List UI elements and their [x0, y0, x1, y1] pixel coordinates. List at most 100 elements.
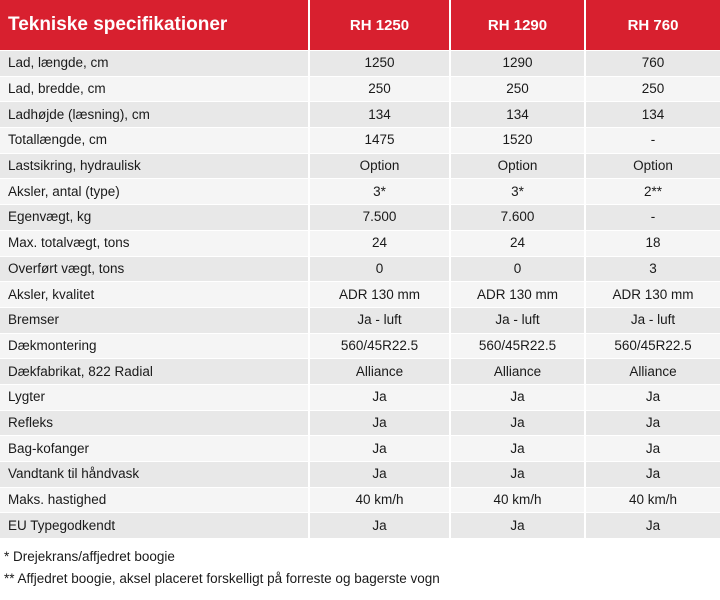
row-label: Dækmontering [0, 332, 308, 359]
row-label: Overført vægt, tons [0, 255, 308, 282]
cell-value: 134 [308, 101, 449, 128]
table-row: Ladhøjde (læsning), cm 134 134 134 [0, 101, 720, 128]
row-label: Bag-kofanger [0, 435, 308, 461]
table-row: Max. totalvægt, tons 24 24 18 [0, 229, 720, 256]
cell-value: 0 [308, 255, 449, 282]
row-label: Totallængde, cm [0, 127, 308, 153]
table-row: Bremser Ja - luft Ja - luft Ja - luft [0, 306, 720, 333]
table-row: Lygter Ja Ja Ja [0, 383, 720, 410]
row-label: Lygter [0, 383, 308, 410]
footnote: ** Affjedret boogie, aksel placeret fors… [4, 571, 440, 586]
row-label: Max. totalvægt, tons [0, 229, 308, 256]
cell-value: Ja - luft [308, 306, 449, 333]
cell-value: Option [584, 152, 720, 179]
footnote: * Drejekrans/affjedret boogie [4, 549, 175, 564]
table-row: Lad, længde, cm 1250 1290 760 [0, 50, 720, 76]
cell-value: 18 [584, 229, 720, 256]
table-row: Aksler, kvalitet ADR 130 mm ADR 130 mm ADR … [0, 281, 720, 307]
cell-value: 7.600 [449, 204, 584, 230]
row-label: Lad, længde, cm [0, 50, 308, 76]
table-row: Lad, bredde, cm 250 250 250 [0, 75, 720, 102]
table-row: Lastsikring, hydraulisk Option Option Optio… [0, 152, 720, 179]
row-label: EU Typegodkendt [0, 512, 308, 539]
table-header-row: Tekniske specifikationer RH 1250 RH 1290… [0, 0, 720, 50]
cell-value: 24 [308, 229, 449, 256]
table-row: EU Typegodkendt Ja Ja Ja [0, 512, 720, 539]
table-row: Vandtank til håndvask Ja Ja Ja [0, 461, 720, 487]
cell-value: 24 [449, 229, 584, 256]
cell-value: 250 [449, 75, 584, 102]
cell-value: 560/45R22.5 [449, 332, 584, 359]
cell-value: Ja [449, 383, 584, 410]
table-row: Egenvægt, kg 7.500 7.600- [0, 204, 720, 230]
cell-value: 760 [584, 50, 720, 76]
row-label: Vandtank til håndvask [0, 461, 308, 487]
cell-value: ADR 130 mm [449, 281, 584, 307]
cell-value: - [584, 204, 720, 230]
table-row: Overført vægt, tons 0 0 3 [0, 255, 720, 282]
row-label: Refleks [0, 409, 308, 436]
row-label: Aksler, kvalitet [0, 281, 308, 307]
cell-value: 134 [584, 101, 720, 128]
spec-table: Tekniske specifikationer RH 1250 RH 1290… [0, 0, 720, 539]
cell-value: Ja [449, 435, 584, 461]
cell-value: Ja [584, 435, 720, 461]
row-label: Lastsikring, hydraulisk [0, 152, 308, 179]
cell-value: 40 km/h [308, 486, 449, 513]
row-label: Maks. hastighed [0, 486, 308, 513]
cell-value: 2** [584, 178, 720, 205]
cell-value: 250 [584, 75, 720, 102]
cell-value: 3 [584, 255, 720, 282]
cell-value: 560/45R22.5 [308, 332, 449, 359]
table-row: Refleks Ja Ja Ja [0, 409, 720, 436]
cell-value: 40 km/h [584, 486, 720, 513]
cell-value: Alliance [584, 358, 720, 384]
row-label: Bremser [0, 306, 308, 333]
cell-value: Ja - luft [584, 306, 720, 333]
cell-value: ADR 130 mm [308, 281, 449, 307]
cell-value: Ja [449, 512, 584, 539]
cell-value: Ja [308, 512, 449, 539]
cell-value: Option [449, 152, 584, 179]
cell-value: 1520 [449, 127, 584, 153]
cell-value: 7.500 [308, 204, 449, 230]
cell-value: Ja [449, 461, 584, 487]
model-header: RH 1250 [308, 0, 449, 50]
cell-value: Alliance [308, 358, 449, 384]
table-body: Lad, længde, cm 1250 1290 760 Lad, bredde, c… [0, 50, 720, 539]
cell-value: - [584, 127, 720, 153]
cell-value: 134 [449, 101, 584, 128]
cell-value: 1290 [449, 50, 584, 76]
cell-value: Ja - luft [449, 306, 584, 333]
cell-value: Ja [449, 409, 584, 436]
row-label: Lad, bredde, cm [0, 75, 308, 102]
cell-value: Ja [584, 461, 720, 487]
cell-value: Ja [308, 383, 449, 410]
cell-value: 0 [449, 255, 584, 282]
cell-value: Ja [308, 461, 449, 487]
cell-value: 1475 [308, 127, 449, 153]
cell-value: 1250 [308, 50, 449, 76]
table-row: Aksler, antal (type) 3* 3* 2** [0, 178, 720, 205]
cell-value: Ja [308, 435, 449, 461]
model-header: RH 760 [584, 0, 720, 50]
cell-value: Option [308, 152, 449, 179]
row-label: Dækfabrikat, 822 Radial [0, 358, 308, 384]
cell-value: Alliance [449, 358, 584, 384]
footnotes: * Drejekrans/affjedret boogie ** Affjedr… [4, 546, 440, 590]
cell-value: ADR 130 mm [584, 281, 720, 307]
row-label: Aksler, antal (type) [0, 178, 308, 205]
cell-value: Ja [584, 512, 720, 539]
row-label: Ladhøjde (læsning), cm [0, 101, 308, 128]
table-row: Bag-kofanger Ja Ja Ja [0, 435, 720, 461]
cell-value: Ja [584, 409, 720, 436]
cell-value: Ja [308, 409, 449, 436]
table-row: Totallængde, cm 1475 1520- [0, 127, 720, 153]
table-row: Maks. hastighed 40 km/h 40 km/h 40 km/h [0, 486, 720, 513]
row-label: Egenvægt, kg [0, 204, 308, 230]
table-row: Dækfabrikat, 822 Radial Alliance Alliance A… [0, 358, 720, 384]
cell-value: 40 km/h [449, 486, 584, 513]
table-title: Tekniske specifikationer [0, 0, 308, 50]
cell-value: 250 [308, 75, 449, 102]
